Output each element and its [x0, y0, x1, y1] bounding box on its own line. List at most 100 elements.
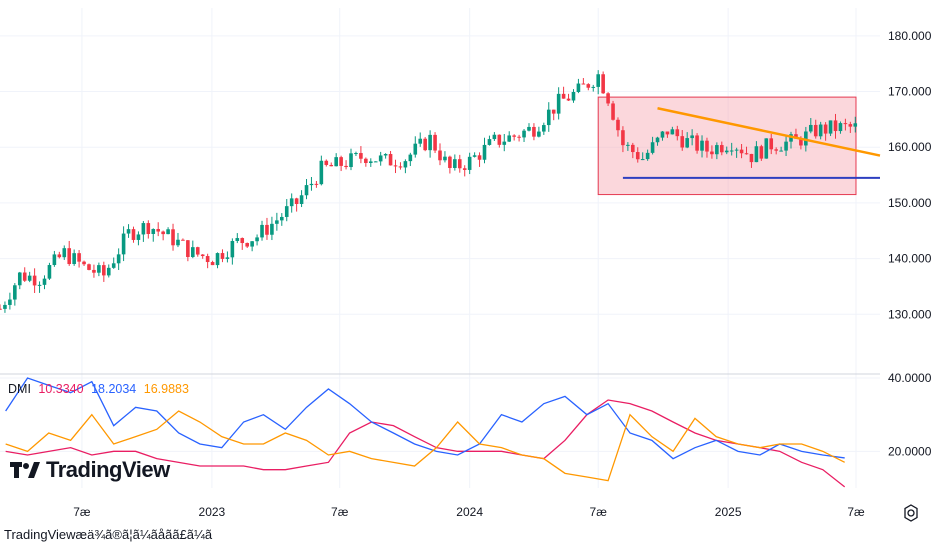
candle: [156, 222, 161, 237]
candle: [423, 137, 427, 152]
candle: [655, 136, 660, 146]
candle-body: [230, 240, 235, 258]
candle: [230, 238, 235, 265]
candle-body: [354, 153, 358, 155]
y-tick-label: 180.000: [888, 29, 932, 43]
candle: [848, 121, 853, 133]
candle: [774, 147, 778, 155]
candle: [304, 178, 309, 200]
candle-body: [255, 237, 259, 242]
candle-body: [566, 98, 571, 101]
candle-body: [87, 264, 91, 270]
candle: [161, 230, 165, 241]
candle: [191, 240, 195, 259]
gear-icon[interactable]: [902, 504, 920, 522]
candle: [8, 292, 12, 310]
x-tick-label: 2024: [456, 505, 483, 519]
descending-trendline: [657, 107, 881, 157]
candle-body: [813, 124, 818, 137]
candle-body: [670, 129, 675, 135]
candle: [334, 153, 338, 167]
candle: [319, 155, 324, 186]
candle: [606, 92, 610, 107]
candle: [373, 161, 378, 163]
candle: [42, 275, 47, 290]
candle: [724, 146, 729, 155]
candle: [695, 133, 699, 154]
candle: [611, 100, 615, 121]
candle-body: [492, 134, 497, 140]
candle: [457, 154, 462, 173]
candle: [200, 254, 205, 259]
candle-body: [3, 304, 7, 309]
candle-body: [176, 239, 180, 246]
candle-body: [220, 253, 225, 259]
candle: [97, 262, 101, 277]
candle: [626, 142, 630, 151]
candle-body: [517, 136, 521, 138]
candle: [764, 138, 769, 159]
tradingview-logo[interactable]: TradingView: [10, 457, 170, 483]
candle: [487, 135, 492, 146]
candle-body: [853, 123, 858, 127]
candle: [265, 217, 269, 240]
candle-body: [299, 195, 304, 204]
candle: [260, 220, 264, 241]
candle-body: [804, 131, 808, 146]
candle: [111, 257, 116, 269]
candle-body: [186, 240, 190, 258]
candle: [131, 226, 136, 243]
candle-body: [324, 160, 329, 165]
candle: [171, 223, 175, 251]
candle-body: [660, 131, 665, 138]
candle-body: [734, 149, 739, 151]
candle: [823, 122, 828, 141]
candle-body: [769, 138, 774, 150]
candle: [398, 162, 403, 170]
candle-body: [537, 131, 541, 137]
candle: [255, 234, 259, 246]
candle-body: [62, 248, 67, 258]
candle-body: [433, 134, 437, 151]
candle-body: [774, 149, 778, 151]
candle: [72, 249, 76, 266]
candle-body: [121, 233, 126, 255]
candle-body: [443, 156, 447, 161]
candle: [710, 145, 714, 159]
candle-body: [413, 143, 418, 155]
candle-body: [606, 93, 610, 104]
candle-body: [27, 275, 32, 281]
candle: [749, 153, 754, 168]
candle-body: [621, 130, 625, 146]
candle: [141, 220, 146, 242]
candle: [665, 131, 670, 138]
candle: [121, 226, 126, 262]
candle: [779, 146, 783, 152]
candle: [57, 251, 62, 259]
candle: [146, 220, 151, 239]
candle-body: [398, 166, 403, 168]
candle: [453, 154, 457, 171]
candle: [808, 117, 813, 134]
dmi-value-adx: 10.3340: [38, 382, 84, 396]
candle: [527, 123, 531, 132]
candle-body: [477, 155, 482, 160]
candle-body: [482, 144, 487, 160]
candle-body: [260, 224, 264, 238]
candle: [52, 250, 57, 267]
candle-body: [37, 284, 42, 286]
candle: [408, 152, 413, 167]
candle: [448, 155, 452, 174]
candle-body: [507, 135, 512, 142]
candle: [492, 132, 497, 142]
candle: [719, 141, 724, 156]
candle-body: [294, 198, 299, 204]
candle-body: [779, 150, 783, 152]
candle: [581, 78, 586, 85]
candle-body: [136, 234, 141, 240]
candle: [62, 245, 67, 260]
candle-body: [275, 220, 279, 224]
candle: [82, 260, 86, 266]
candle: [467, 152, 472, 175]
